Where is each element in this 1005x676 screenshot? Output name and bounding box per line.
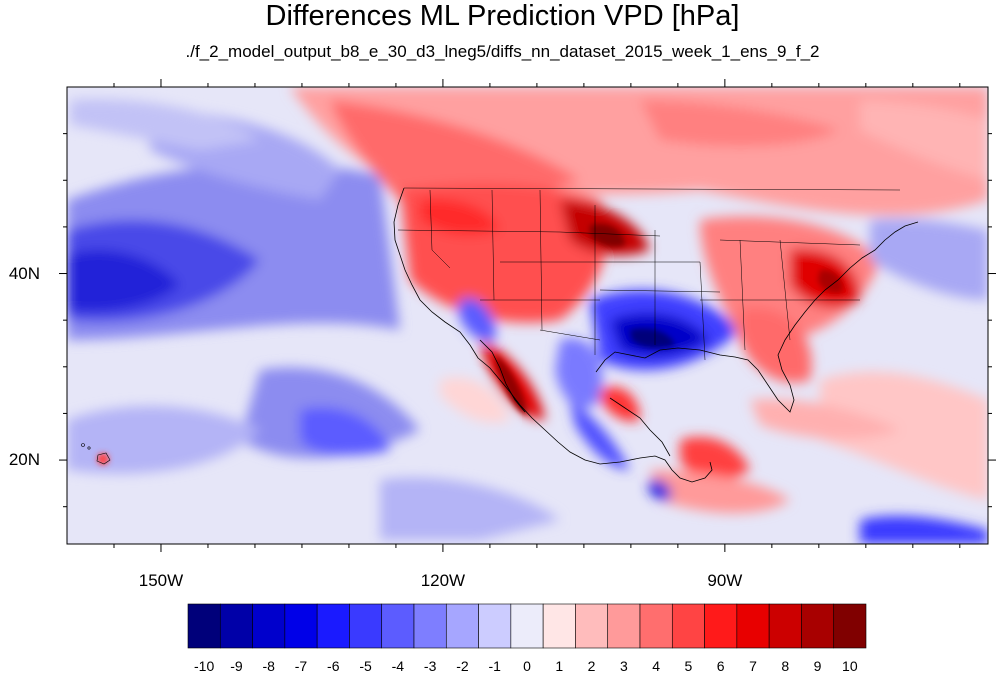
colorbar-swatch	[542, 603, 576, 649]
colorbar-swatch	[575, 603, 609, 649]
colorbar-swatch	[671, 603, 705, 649]
colorbar-swatch	[284, 603, 318, 649]
colorbar-label: 9	[813, 658, 822, 674]
colorbar-swatch	[510, 603, 544, 649]
colorbar-swatch	[187, 603, 221, 649]
colorbar-label: -1	[488, 658, 501, 674]
colorbar-swatch	[478, 603, 512, 649]
axis-ticks	[59, 79, 996, 552]
lon-label: 120W	[420, 571, 466, 590]
state-borders	[397, 187, 901, 361]
map-frame	[66, 86, 989, 545]
colorbar-swatch	[833, 603, 867, 649]
colorbar-label: -7	[294, 658, 308, 674]
colorbar-label: -9	[230, 658, 243, 674]
colorbar-label: 10	[842, 658, 858, 674]
colorbar-label: -4	[391, 658, 405, 674]
colorbar-label: 6	[716, 658, 725, 674]
colorbar-label: 2	[587, 658, 596, 674]
colorbar-swatch	[413, 603, 447, 649]
colorbar-label: -3	[423, 658, 437, 674]
lon-label: 150W	[138, 571, 184, 590]
coastlines	[393, 187, 919, 483]
colorbar-label: -5	[359, 658, 372, 674]
colorbar-label: -10	[194, 658, 215, 674]
colorbar-label: 7	[749, 658, 757, 674]
map-field	[67, 87, 988, 544]
colorbar-label: 4	[652, 658, 661, 674]
lat-label: 20N	[8, 450, 40, 470]
colorbar-swatch	[607, 603, 641, 649]
colorbar-swatch	[349, 603, 383, 649]
colorbar-swatch	[381, 603, 415, 649]
colorbar-swatch	[219, 603, 253, 649]
hawaii-islands	[81, 443, 111, 465]
colorbar-label: 3	[619, 658, 628, 674]
lon-label: 90W	[707, 571, 743, 590]
colorbar-swatch	[445, 603, 479, 649]
colorbar-swatch	[252, 603, 286, 649]
colorbar-label: 8	[781, 658, 790, 674]
map-title: Differences ML Prediction VPD [hPa]	[265, 0, 740, 32]
colorbar-swatch	[639, 603, 673, 649]
colorbar-swatch	[801, 603, 835, 649]
colorbar-swatch	[768, 603, 802, 649]
colorbar-label: 0	[523, 658, 531, 674]
map-subtitle: ./f_2_model_output_b8_e_30_d3_lneg5/diff…	[185, 42, 820, 61]
colorbar-label: 1	[555, 658, 564, 674]
colorbar-label: -6	[327, 658, 340, 674]
lat-label: 40N	[8, 263, 40, 283]
colorbar-label: -8	[262, 658, 275, 674]
colorbar-swatch	[704, 603, 738, 649]
colorbar-label: 5	[684, 658, 693, 674]
colorbar-label: -2	[456, 658, 469, 674]
colorbar-swatch	[316, 603, 350, 649]
colorbar-swatch	[736, 603, 770, 649]
